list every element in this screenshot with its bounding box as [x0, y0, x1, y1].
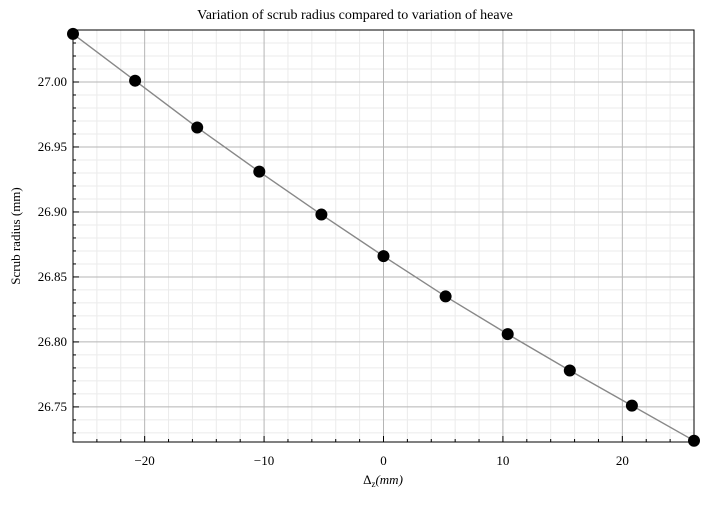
data-point	[315, 208, 328, 221]
data-point	[377, 250, 390, 263]
series-points	[67, 27, 700, 447]
y-tick-label: 26.95	[38, 139, 67, 154]
y-tick-label: 27.00	[38, 74, 67, 89]
y-tick-label: 26.90	[38, 204, 67, 219]
x-axis-label: Δz(mm)	[363, 472, 403, 489]
data-point	[439, 290, 452, 303]
x-axis-label-unit: (mm)	[375, 472, 402, 487]
x-axis: −20 −10 0 10 20	[72, 436, 695, 468]
y-axis-label: Scrub radius (mm)	[8, 187, 23, 284]
y-tick-label: 26.85	[38, 269, 67, 284]
data-point	[253, 165, 266, 178]
x-tick-label: −20	[134, 453, 154, 468]
x-tick-label: 10	[496, 453, 509, 468]
data-point	[625, 399, 638, 412]
chart-title: Variation of scrub radius compared to va…	[197, 8, 513, 23]
x-axis-label-sub: z	[371, 479, 375, 489]
data-point	[563, 364, 576, 377]
data-point	[688, 434, 700, 447]
data-point	[191, 121, 204, 134]
data-point	[67, 27, 79, 40]
x-tick-label: −10	[254, 453, 274, 468]
data-point	[501, 328, 514, 341]
major-grid	[73, 30, 694, 442]
x-axis-label-main: Δ	[363, 472, 371, 487]
x-tick-label: 0	[380, 453, 387, 468]
y-tick-label: 26.80	[38, 334, 67, 349]
data-point	[129, 74, 142, 87]
x-tick-label: 20	[616, 453, 629, 468]
y-tick-label: 26.75	[38, 399, 67, 414]
y-axis: 26.75 26.80 26.85 26.90 26.95 27.00	[38, 29, 79, 434]
